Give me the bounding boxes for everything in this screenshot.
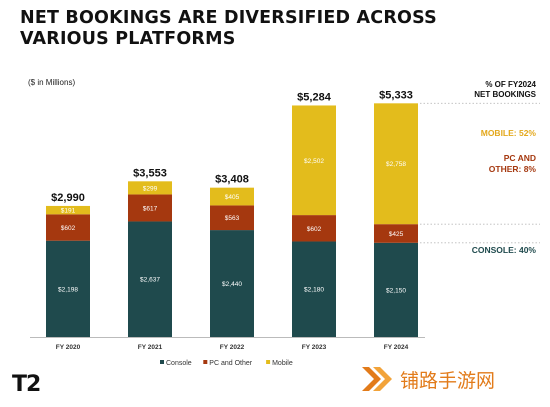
chart-title: NET BOOKINGS ARE DIVERSIFIED ACROSS VARI…	[20, 8, 437, 49]
bar-pc-and-other-2	[128, 194, 172, 222]
x-tick-label-2: FY 2021	[138, 344, 163, 351]
legend-label-console: Console	[166, 360, 192, 367]
data-label-mobile-5: $2,758	[386, 161, 406, 168]
pc-share-line2: OTHER: 8%	[488, 164, 536, 174]
data-label-pc-and-other-2: $617	[143, 205, 158, 212]
legend-label-pc-and-other: PC and Other	[209, 360, 252, 367]
data-label-console-5: $2,150	[386, 287, 406, 294]
legend-swatch-mobile	[266, 360, 271, 364]
bar-console-5	[374, 242, 418, 337]
bar-mobile-4	[292, 105, 336, 216]
x-tick-label-5: FY 2024	[384, 344, 409, 351]
data-label-mobile-4: $2,502	[304, 158, 324, 165]
right-panel-heading-line1: % OF FY2024	[485, 80, 536, 89]
bar-pc-and-other-5	[374, 224, 418, 243]
t2-logo: T2	[12, 372, 41, 397]
watermark-text: 铺路手游网	[400, 369, 496, 392]
bar-console-4	[292, 241, 336, 337]
data-label-pc-and-other-5: $425	[389, 231, 404, 238]
data-label-mobile-1: $191	[61, 208, 76, 215]
console-share-label: CONSOLE: 40%	[471, 245, 536, 255]
data-label-console-1: $2,198	[58, 286, 78, 293]
legend-label-mobile: Mobile	[272, 360, 293, 367]
legend-swatch-pc-and-other	[203, 360, 208, 364]
watermark: 铺路手游网	[360, 364, 495, 394]
data-label-pc-and-other-3: $563	[225, 215, 240, 222]
bar-mobile-5	[374, 103, 418, 225]
total-label-4: $5,284	[297, 91, 332, 103]
x-tick-label-1: FY 2020	[56, 344, 81, 351]
pc-share-label: PC AND OTHER: 8%	[489, 153, 536, 175]
watermark-chevron-icon	[362, 367, 392, 391]
bar-console-1	[46, 240, 90, 337]
data-label-pc-and-other-4: $602	[307, 226, 322, 233]
bar-console-3	[210, 230, 254, 337]
mobile-share-label: MOBILE: 52%	[480, 128, 536, 138]
right-panel-heading: % OF FY2024 NET BOOKINGS	[474, 80, 536, 100]
bar-pc-and-other-3	[210, 205, 254, 231]
pc-share-line1: PC AND	[503, 153, 536, 163]
x-tick-label-3: FY 2022	[220, 344, 245, 351]
bar-mobile-2	[128, 181, 172, 195]
data-label-console-4: $2,180	[304, 287, 324, 294]
total-label-3: $3,408	[215, 174, 249, 186]
bar-pc-and-other-4	[292, 215, 336, 242]
bar-mobile-3	[210, 187, 254, 206]
bar-pc-and-other-1	[46, 214, 90, 241]
data-label-mobile-3: $405	[225, 194, 240, 201]
bar-mobile-1	[46, 205, 90, 215]
data-label-console-3: $2,440	[222, 281, 242, 288]
total-label-2: $3,553	[133, 167, 167, 179]
data-label-console-2: $2,637	[140, 277, 160, 284]
bar-console-2	[128, 221, 172, 337]
total-label-5: $5,333	[379, 89, 413, 101]
legend-swatch-console	[160, 360, 164, 364]
data-label-mobile-2: $299	[143, 185, 158, 192]
total-label-1: $2,990	[51, 192, 85, 204]
x-tick-label-4: FY 2023	[302, 344, 327, 351]
right-panel-heading-line2: NET BOOKINGS	[474, 90, 536, 99]
units-label: ($ in Millions)	[28, 78, 76, 87]
data-label-pc-and-other-1: $602	[61, 225, 76, 232]
